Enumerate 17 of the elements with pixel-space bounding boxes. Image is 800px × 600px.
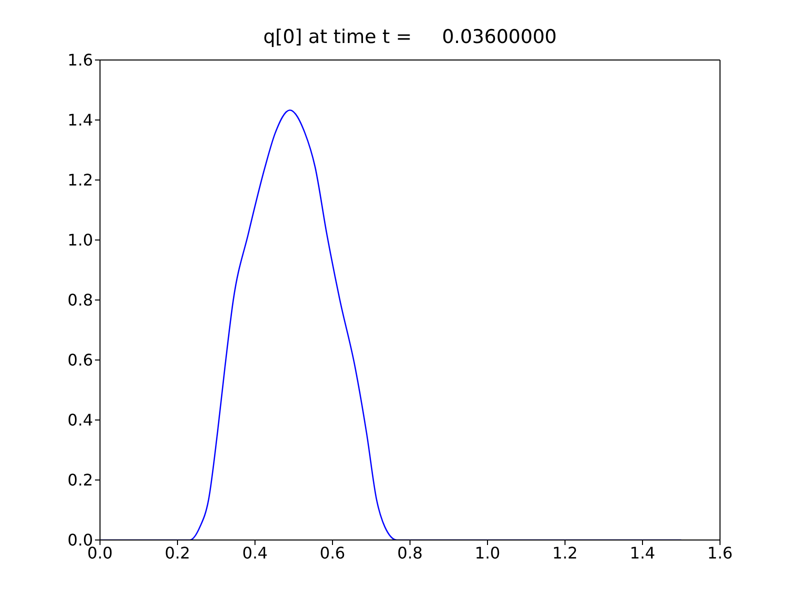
y-tick-label: 0.4 (68, 410, 93, 430)
y-tick-label: 1.4 (68, 110, 93, 130)
y-tick-label: 1.0 (68, 230, 93, 250)
x-tick-label: 0.6 (320, 543, 346, 562)
x-tick-label: 1.2 (552, 543, 578, 562)
x-tick-label: 1.4 (630, 543, 656, 562)
x-tick-label: 1.6 (707, 543, 733, 562)
y-tick-label: 0.6 (68, 350, 93, 370)
y-tick-label: 1.6 (68, 50, 93, 70)
chart-title: q[0] at time t = 0.03600000 (262, 26, 558, 48)
x-tick-label: 1.0 (474, 543, 500, 562)
y-tick-label: 0.8 (68, 290, 93, 310)
x-tick-label: 0.8 (397, 543, 423, 562)
x-tick-label: 0.2 (164, 543, 190, 562)
x-tick-label: 0.4 (242, 543, 268, 562)
y-tick-label: 1.2 (68, 170, 93, 190)
y-tick-label: 0.2 (68, 470, 93, 490)
